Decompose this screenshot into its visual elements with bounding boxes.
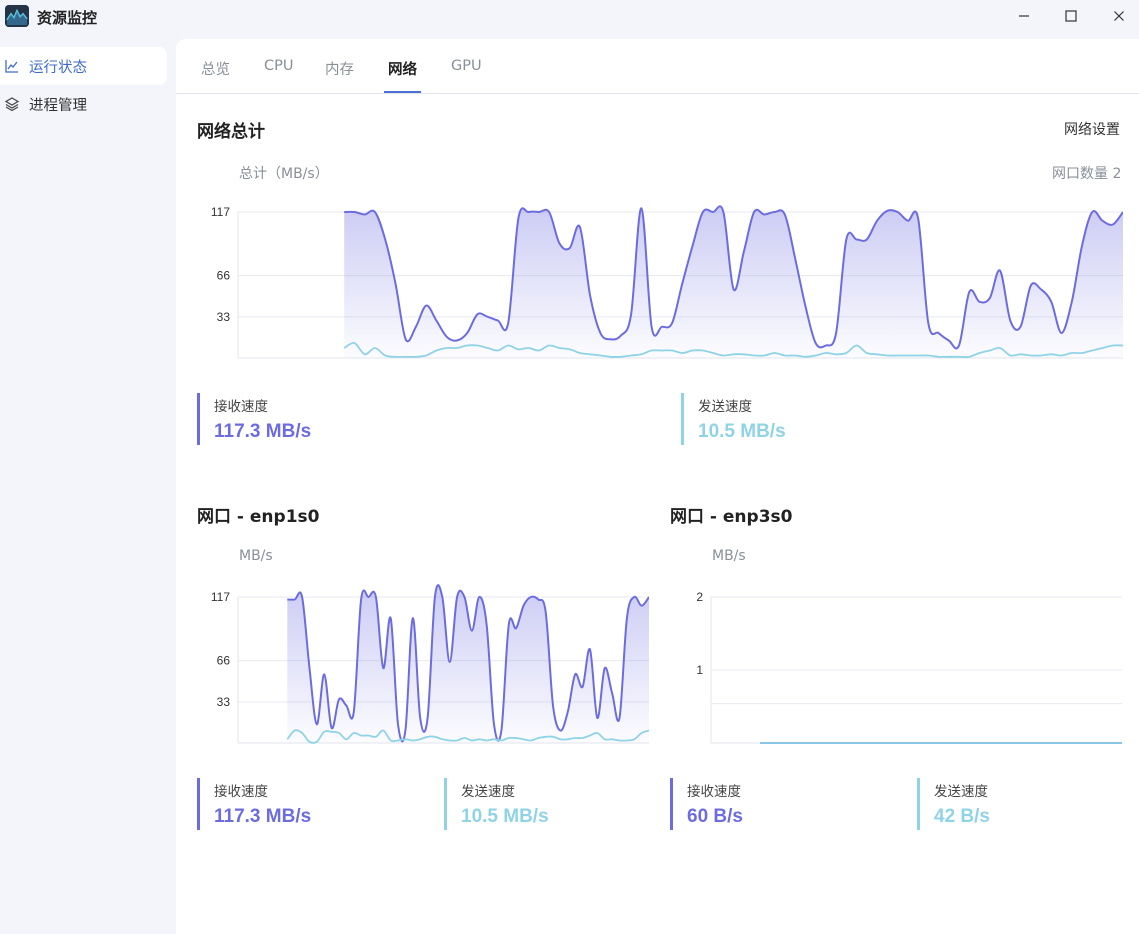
app-title: 资源监控 <box>37 9 98 27</box>
minimize-button[interactable] <box>1011 4 1037 28</box>
network-settings-link[interactable]: 网络设置 <box>1064 122 1120 138</box>
send-label: 发送速度 <box>461 784 515 800</box>
total-section-title: 网络总计 <box>197 122 265 142</box>
total-send-stat: 发送速度 10.5 MB/s <box>681 393 786 445</box>
iface-enp1s0-chart: 117 66 33 <box>197 584 649 784</box>
iface-enp3s0-title: 网口 - enp3s0 <box>670 507 793 527</box>
iface-enp1s0-send-stat: 发送速度 10.5 MB/s <box>444 778 549 830</box>
send-series-line <box>343 341 1123 358</box>
maximize-button[interactable] <box>1058 4 1084 28</box>
send-series-line <box>286 729 649 744</box>
sidebar-item-label: 运行状态 <box>29 59 87 76</box>
y-tick-label: 33 <box>217 310 231 324</box>
minimize-icon <box>1019 15 1029 17</box>
recv-label: 接收速度 <box>214 399 268 415</box>
sidebar-item-label: 进程管理 <box>29 97 87 114</box>
tab-gpu[interactable]: GPU <box>451 58 482 74</box>
tab-bar: 总览 CPU 内存 网络 GPU <box>176 39 1139 94</box>
title-bar: 资源监控 <box>0 0 1139 34</box>
app-monitor-icon <box>5 5 29 27</box>
y-tick-label: 66 <box>217 269 231 283</box>
close-icon <box>1114 11 1124 21</box>
iface-enp1s0-unit: MB/s <box>239 548 273 564</box>
y-tick-label: 117 <box>211 205 230 219</box>
y-tick-label: 2 <box>696 590 703 604</box>
receive-series-line <box>344 205 1123 350</box>
iface-enp1s0-title: 网口 - enp1s0 <box>197 507 320 527</box>
close-button[interactable] <box>1106 4 1132 28</box>
iface-enp1s0-recv-stat: 接收速度 117.3 MB/s <box>197 778 311 830</box>
iface-enp3s0-unit: MB/s <box>712 548 746 564</box>
chart-svg: 117 66 33 <box>211 584 649 744</box>
send-label: 发送速度 <box>698 399 752 415</box>
recv-value: 117.3 MB/s <box>214 421 312 442</box>
y-tick-label: 33 <box>217 695 231 709</box>
receive-area <box>287 585 649 743</box>
y-tick-label: 117 <box>211 590 230 604</box>
iface-enp3s0-send-stat: 发送速度 42 B/s <box>917 778 990 830</box>
active-tab-indicator <box>384 91 421 93</box>
chart-svg: 117 66 33 <box>211 205 1123 359</box>
send-label: 发送速度 <box>934 784 988 800</box>
iface-enp3s0-recv-stat: 接收速度 60 B/s <box>670 778 743 830</box>
total-recv-stat: 接收速度 117.3 MB/s <box>197 393 311 445</box>
y-tick-label: 1 <box>696 663 703 677</box>
send-value: 10.5 MB/s <box>461 806 549 827</box>
total-traffic-chart: 117 66 33 <box>197 199 1123 399</box>
layers-icon <box>5 97 19 111</box>
sidebar-item-status[interactable]: 运行状态 <box>0 47 167 85</box>
chart-line-icon <box>5 59 19 73</box>
send-value: 10.5 MB/s <box>698 421 786 442</box>
recv-label: 接收速度 <box>687 784 741 800</box>
recv-value: 117.3 MB/s <box>214 806 312 827</box>
recv-label: 接收速度 <box>214 784 268 800</box>
receive-area <box>344 206 1123 358</box>
maximize-icon <box>1065 10 1077 22</box>
tab-network[interactable]: 网络 <box>388 62 417 78</box>
total-unit-label: 总计（MB/s） <box>239 166 329 182</box>
main-panel: 总览 CPU 内存 网络 GPU 网络总计 网络设置 总计（MB/s） 网口数量… <box>176 39 1139 934</box>
recv-value: 60 B/s <box>687 806 743 827</box>
tab-cpu[interactable]: CPU <box>264 58 294 74</box>
tab-memory[interactable]: 内存 <box>325 62 354 78</box>
iface-count-label: 网口数量 2 <box>1052 166 1122 182</box>
sidebar-item-processes[interactable]: 进程管理 <box>0 85 167 123</box>
receive-series-line <box>287 584 649 743</box>
tab-overview[interactable]: 总览 <box>201 62 230 78</box>
chart-svg: 21 <box>696 590 1122 744</box>
send-value: 42 B/s <box>934 806 990 827</box>
y-tick-label: 66 <box>217 654 231 668</box>
